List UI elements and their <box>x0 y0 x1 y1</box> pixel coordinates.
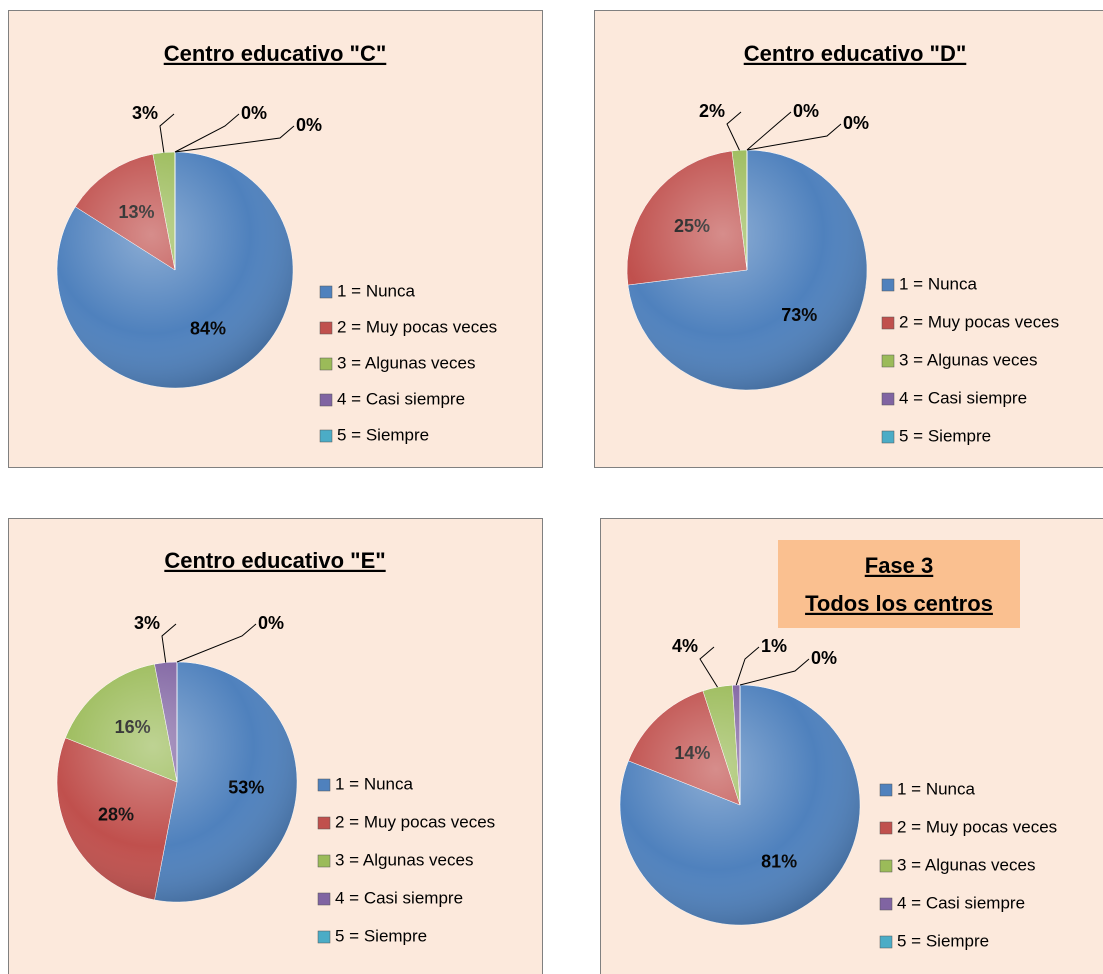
leader-line <box>174 113 240 153</box>
data-label: 84% <box>190 319 226 339</box>
legend-swatch <box>879 935 893 949</box>
chart-title: Fase 3 <box>865 553 934 578</box>
legend-swatch <box>881 316 895 330</box>
data-label: 3% <box>134 613 160 633</box>
legend-label: 3 = Algunas veces <box>337 353 475 372</box>
legend-swatch <box>319 429 333 443</box>
data-label: 28% <box>98 804 134 824</box>
leader-line <box>735 646 760 686</box>
chart-title: Todos los centros <box>805 591 993 616</box>
legend-label: 3 = Algunas veces <box>335 850 473 869</box>
legend-swatch <box>319 393 333 407</box>
legend-label: 1 = Nunca <box>337 281 416 300</box>
chart-panel: Centro educativo "D" 73% 25% 2% 0% 0% 1 = Nunc… <box>594 10 1103 468</box>
legend-swatch <box>881 278 895 292</box>
legend-label: 4 = Casi siempre <box>897 893 1025 912</box>
chart-panel: Fase 3 Todos los centros 81% 14% 4% 1% 0% 1 = N… <box>600 518 1103 974</box>
legend-swatch <box>319 285 333 299</box>
leader-line <box>159 113 175 153</box>
chart-title: Centro educativo "D" <box>744 41 967 66</box>
legend-swatch <box>879 897 893 911</box>
legend-label: 2 = Muy pocas veces <box>337 317 497 336</box>
chart-title: Centro educativo "E" <box>164 548 385 573</box>
legend-swatch <box>319 357 333 371</box>
legend-label: 5 = Siempre <box>899 426 991 445</box>
legend-label: 1 = Nunca <box>899 274 978 293</box>
data-label: 4% <box>672 636 698 656</box>
leader-line <box>739 658 810 686</box>
legend-label: 5 = Siempre <box>335 926 427 945</box>
legend-swatch <box>881 430 895 444</box>
legend-swatch <box>879 783 893 797</box>
chart-panel: Centro educativo "E" 53% 28% 16% 3% 0% 1 = Nun… <box>8 518 543 974</box>
legend-label: 5 = Siempre <box>337 425 429 444</box>
data-label: 16% <box>115 717 151 737</box>
leader-line <box>174 125 295 153</box>
legend-label: 4 = Casi siempre <box>337 389 465 408</box>
data-label: 53% <box>228 777 264 797</box>
data-label: 1% <box>761 636 787 656</box>
chart-title: Centro educativo "C" <box>164 41 387 66</box>
legend-label: 1 = Nunca <box>335 774 414 793</box>
legend-swatch <box>879 859 893 873</box>
legend-label: 3 = Algunas veces <box>897 855 1035 874</box>
leader-line <box>176 623 257 663</box>
legend-swatch <box>317 854 331 868</box>
data-label: 2% <box>699 101 725 121</box>
data-label: 0% <box>843 113 869 133</box>
data-label: 13% <box>119 202 155 222</box>
legend-swatch <box>317 892 331 906</box>
data-label: 25% <box>674 216 710 236</box>
legend-label: 2 = Muy pocas veces <box>335 812 495 831</box>
data-label: 3% <box>132 103 158 123</box>
legend-swatch <box>317 816 331 830</box>
leader-line <box>699 646 718 688</box>
leader-line <box>161 623 177 663</box>
legend-label: 2 = Muy pocas veces <box>897 817 1057 836</box>
legend-label: 1 = Nunca <box>897 779 976 798</box>
legend-swatch <box>317 778 331 792</box>
chart-panel: Centro educativo "C" 84% 13% 3% 0% 0% 1 = Nunc… <box>8 10 543 468</box>
leader-line <box>746 123 842 151</box>
legend-swatch <box>881 392 895 406</box>
data-label: 0% <box>296 115 322 135</box>
data-label: 0% <box>258 613 284 633</box>
data-label: 0% <box>811 648 837 668</box>
data-label: 0% <box>241 103 267 123</box>
leader-line <box>746 111 792 151</box>
legend-label: 2 = Muy pocas veces <box>899 312 1059 331</box>
legend-label: 4 = Casi siempre <box>335 888 463 907</box>
legend-label: 3 = Algunas veces <box>899 350 1037 369</box>
legend-swatch <box>317 930 331 944</box>
data-label: 0% <box>793 101 819 121</box>
data-label: 81% <box>761 851 797 871</box>
leader-line <box>726 111 742 151</box>
data-label: 73% <box>781 305 817 325</box>
title-box <box>778 540 1020 628</box>
legend-label: 4 = Casi siempre <box>899 388 1027 407</box>
legend-swatch <box>881 354 895 368</box>
data-label: 14% <box>674 743 710 763</box>
legend-label: 5 = Siempre <box>897 931 989 950</box>
legend-swatch <box>879 821 893 835</box>
legend-swatch <box>319 321 333 335</box>
